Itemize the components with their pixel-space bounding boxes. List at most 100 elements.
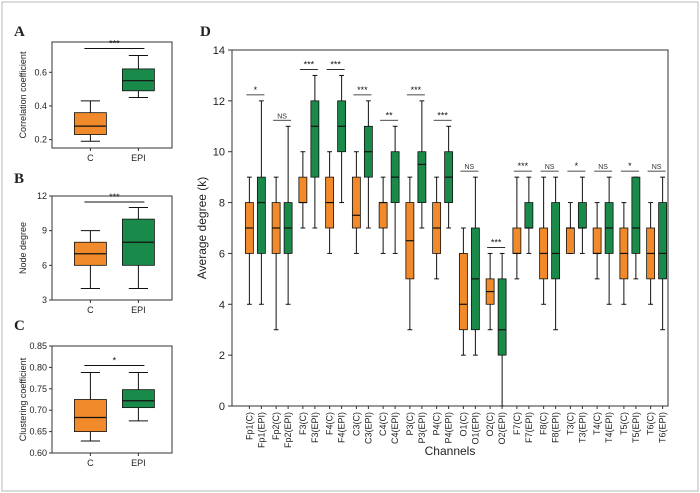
box-p3-c: [405, 176, 415, 331]
channel-group-o2: O2(C) O2(EPI) ***: [485, 237, 507, 444]
x-tick-label: EPI: [131, 153, 146, 163]
box-fp1-epi-iqr: [256, 176, 266, 254]
box-c4-epi: [390, 125, 400, 254]
x-tick-label: F3(EPI): [310, 412, 320, 443]
significance-label: ***: [109, 192, 120, 202]
x-tick-label: T6(C): [646, 412, 656, 435]
x-tick-label: P4(C): [432, 412, 442, 436]
box-c: [74, 372, 107, 442]
significance-label: NS: [545, 164, 555, 171]
box-f3-epi: [310, 74, 320, 229]
panel-label: A: [14, 24, 25, 40]
box-fp1-c: [244, 176, 254, 305]
box-f8-epi-iqr: [551, 202, 561, 280]
x-tick-label: T4(C): [592, 412, 602, 435]
box-f8-c: [539, 176, 549, 305]
y-tick-label: 12: [37, 191, 47, 201]
box-t6-epi: [658, 176, 668, 331]
significance-label: ***: [491, 237, 502, 247]
box-f4-c: [325, 151, 335, 254]
box-f4-epi: [337, 74, 347, 204]
significance-label: NS: [277, 113, 287, 120]
y-tick-label: 6: [42, 260, 47, 270]
x-tick-label: O2(EPI): [497, 412, 507, 445]
box-o1-c-iqr: [458, 253, 468, 331]
panel-c-plot-area: [51, 345, 173, 454]
box-f7-epi: [524, 176, 534, 254]
box-c4-c-iqr: [378, 202, 388, 229]
box-f7-c-iqr: [512, 227, 522, 254]
box-c4-c: [378, 176, 388, 254]
significance-label: ***: [304, 59, 315, 69]
channel-group-f3: F3(C) F3(EPI) ***: [298, 59, 320, 443]
y-tick-label: 2: [219, 350, 225, 362]
y-tick-label: 14: [213, 45, 225, 57]
y-axis-title: Clustering coefficient: [18, 357, 28, 441]
x-tick-label: C: [87, 305, 94, 315]
x-tick-label: F4(C): [325, 412, 335, 435]
box-p3-epi: [417, 100, 427, 229]
panel-d-plot-area: [231, 49, 669, 407]
box-t5-epi: [631, 176, 641, 280]
x-tick-label: EPI: [131, 458, 146, 468]
box-f3-c-iqr: [298, 176, 308, 203]
channel-group-t6: T6(C) T6(EPI) NS: [646, 164, 668, 443]
x-tick-label: C3(C): [351, 412, 361, 436]
y-tick-label: 8: [219, 198, 225, 210]
y-axis-title: Correlation coefficient: [18, 51, 28, 138]
panel-a-plot-area: [51, 41, 173, 149]
x-tick-label: T4(EPI): [604, 412, 614, 443]
significance-label: *: [254, 85, 258, 95]
channel-group-fp1: Fp1(C) Fp1(EPI) *: [244, 85, 266, 448]
channel-group-t4: T4(C) T4(EPI) NS: [592, 164, 614, 443]
box-fp2-epi: [283, 125, 293, 305]
x-tick-label: F8(C): [539, 412, 549, 435]
box-t5-epi-iqr: [631, 176, 641, 254]
channel-group-p3: P3(C) P3(EPI) ***: [405, 85, 427, 444]
x-tick-label: C3(EPI): [363, 412, 373, 444]
y-tick-label: 4: [219, 299, 225, 311]
x-tick-label: T5(C): [619, 412, 629, 435]
y-tick-label: 6: [219, 248, 225, 260]
significance-label: *: [113, 356, 117, 366]
channel-group-fp2: Fp2(C) Fp2(EPI) NS: [271, 113, 293, 448]
box-o1-c: [458, 227, 468, 356]
panel-d: D 0 2 4 6 8 10 12 14 Average degree (k) Channels Fp…: [195, 24, 669, 458]
box-p4-epi: [444, 125, 454, 229]
y-tick-label: 0.75: [29, 384, 47, 394]
box-c3-epi: [363, 100, 373, 229]
y-tick-label: 0.4: [34, 101, 47, 111]
significance-label: ***: [437, 110, 448, 120]
x-tick-label: T3(C): [565, 412, 575, 435]
channel-group-f8: F8(C) F8(EPI) NS: [539, 164, 561, 443]
y-tick-label: 0.65: [29, 427, 47, 437]
box-p3-epi-iqr: [417, 151, 427, 203]
x-tick-label: O1(C): [458, 412, 468, 437]
y-tick-label: 0.70: [29, 405, 47, 415]
box-fp1-epi: [256, 100, 266, 305]
x-tick-label: O2(C): [485, 412, 495, 437]
significance-label: ***: [411, 85, 422, 95]
x-tick-label: T5(EPI): [631, 412, 641, 443]
x-tick-label: F7(EPI): [524, 412, 534, 443]
y-tick-label: 0.2: [34, 135, 47, 145]
panel-label: D: [200, 24, 211, 40]
box-c: [74, 230, 107, 289]
box-p4-c: [432, 176, 442, 280]
y-tick-label: 12: [213, 96, 225, 108]
box-t5-c: [619, 202, 629, 305]
channel-group-o1: O1(C) O1(EPI) NS: [458, 164, 480, 444]
x-tick-label: T6(EPI): [658, 412, 668, 443]
box-t4-c-iqr: [592, 227, 602, 254]
box-c: [74, 100, 107, 142]
y-axis-title: Node degree: [18, 222, 28, 274]
y-tick-label: 0.80: [29, 362, 47, 372]
box-epi-iqr: [122, 68, 155, 92]
x-tick-label: C4(EPI): [390, 412, 400, 444]
significance-label: NS: [598, 164, 608, 171]
box-o2-epi-iqr: [497, 278, 507, 356]
significance-label: ***: [330, 59, 341, 69]
box-f7-c: [512, 176, 522, 280]
